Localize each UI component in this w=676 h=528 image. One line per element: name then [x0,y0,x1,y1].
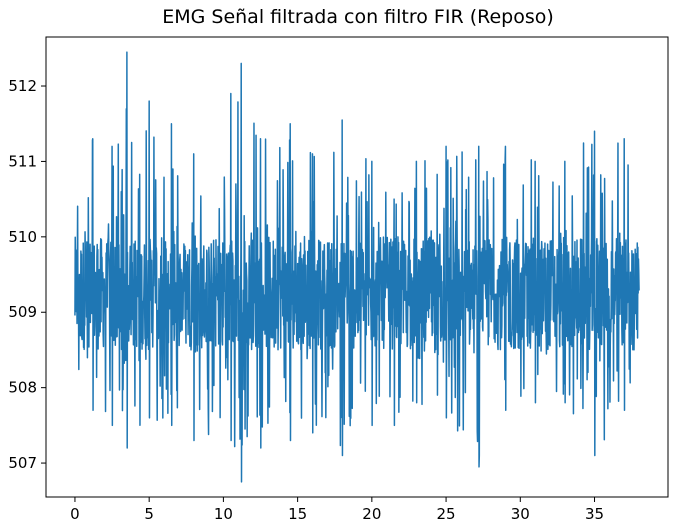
emg-signal-line [75,52,639,482]
x-tick-label: 35 [585,505,604,523]
x-tick-label: 5 [144,505,154,523]
y-tick-label: 512 [8,77,37,95]
plot-area [75,52,639,482]
x-tick-label: 10 [214,505,233,523]
x-tick-label: 30 [511,505,530,523]
y-tick-label: 507 [8,454,37,472]
x-tick-label: 15 [288,505,307,523]
y-tick-label: 511 [8,152,37,170]
y-axis: 507 508 509 510 511 512 [8,77,46,472]
x-tick-label: 0 [70,505,80,523]
chart-title: EMG Señal filtrada con filtro FIR (Repos… [162,6,554,28]
y-tick-label: 509 [8,303,37,321]
x-axis: 0 5 10 15 20 25 30 35 [70,497,604,523]
y-tick-label: 508 [8,379,37,397]
y-tick-label: 510 [8,228,37,246]
x-tick-label: 20 [362,505,381,523]
x-tick-label: 25 [437,505,456,523]
